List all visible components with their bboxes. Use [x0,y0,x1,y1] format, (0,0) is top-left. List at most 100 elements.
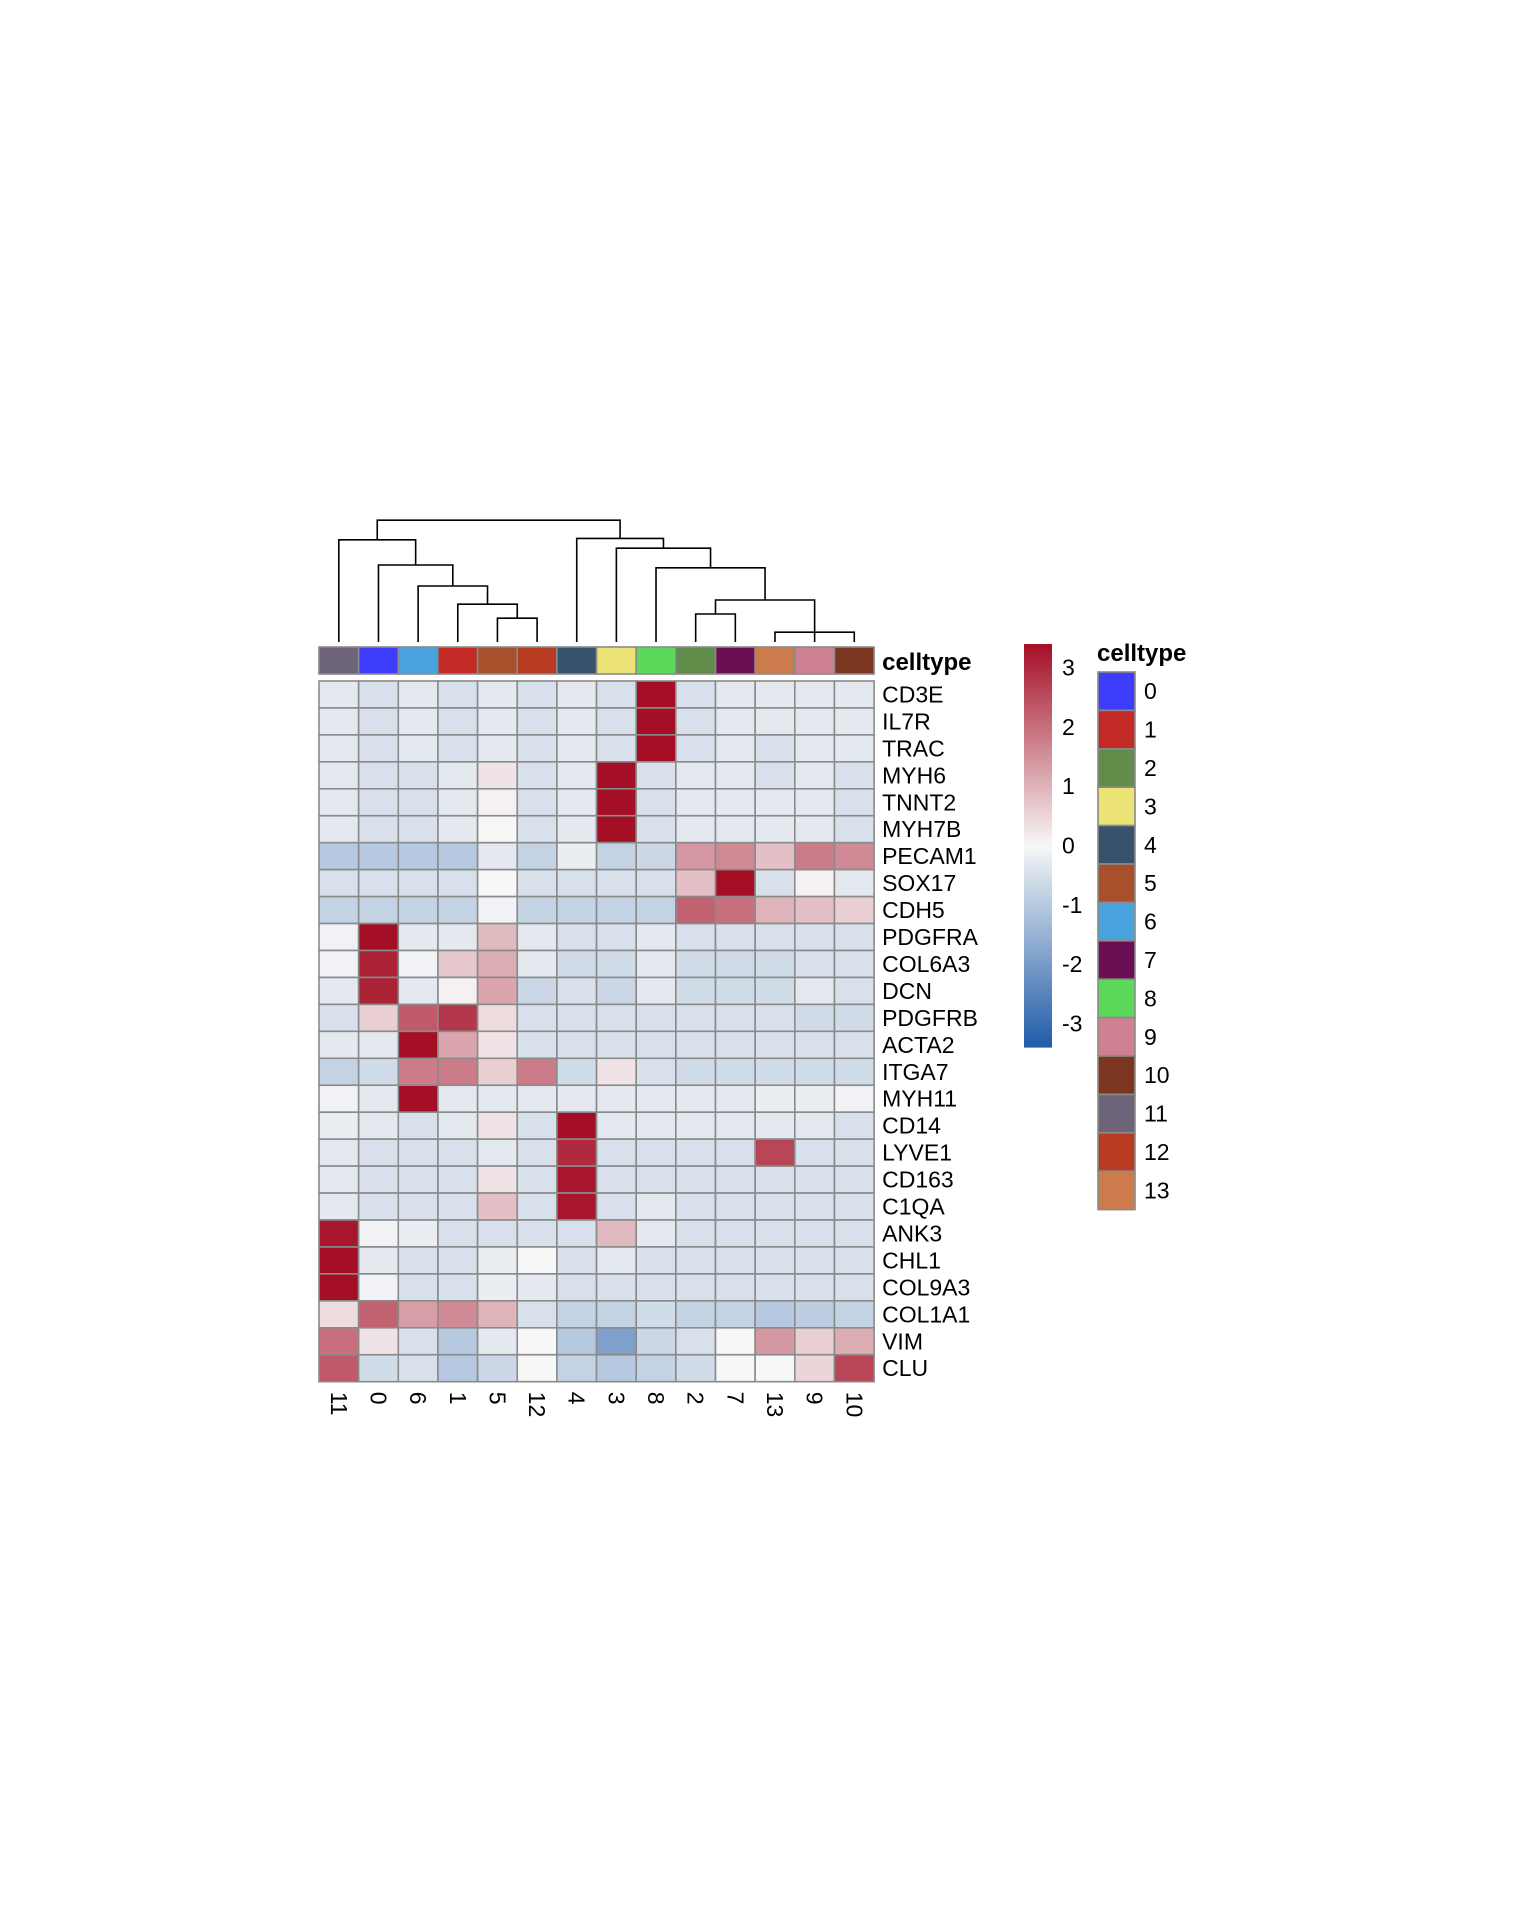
heatmap-cell [595,1165,637,1194]
legend-swatch [1097,786,1136,827]
heatmap-cell [675,1165,717,1194]
column-label: 13 [762,1392,788,1418]
colorbar-segment [1024,674,1052,679]
row-label: PECAM1 [882,843,977,869]
colorbar-segment [1024,748,1052,753]
legend-swatch [1097,1132,1136,1173]
heatmap-cell [595,734,637,763]
heatmap-cell [437,1192,479,1221]
heatmap-cell [437,1138,479,1167]
heatmap-cell [556,1138,598,1167]
colorbar-segment [1024,805,1052,810]
heatmap-cell [318,976,360,1006]
heatmap-cell [635,1273,677,1302]
legend-label: 9 [1144,1024,1157,1050]
heatmap-cell [793,1300,836,1329]
annotation-cell [635,646,677,675]
heatmap-cell [833,1138,875,1167]
colorbar-segment [1024,875,1052,880]
row-label: SOX17 [882,870,956,896]
heatmap-cell [516,1327,558,1356]
heatmap-cell [793,949,836,979]
heatmap-cell [357,1003,400,1033]
heatmap-cell [437,1300,479,1329]
heatmap-cell [714,680,756,709]
heatmap-cell [714,1219,756,1248]
heatmap-cell [595,1111,637,1140]
colorbar-segment [1024,687,1052,692]
heatmap-cell [675,895,717,925]
heatmap-cell [833,787,875,817]
heatmap-cell [793,761,836,790]
heatmap-cell [357,1138,400,1167]
heatmap-cell [595,949,637,979]
heatmap-cell [476,841,519,871]
heatmap-cell [714,1030,756,1060]
heatmap-cell [318,1192,360,1221]
heatmap-cell [476,1030,519,1060]
annotation-cell [318,646,360,675]
heatmap-cell [675,1057,717,1087]
heatmap-cell [397,707,439,736]
legend-swatch [1097,1055,1136,1096]
heatmap-cell [437,1111,479,1140]
heatmap-cell [793,1192,836,1221]
heatmap-cell [318,1084,360,1114]
heatmap-cell [397,1138,439,1167]
row-label: ITGA7 [882,1059,948,1085]
colorbar-segment [1024,895,1052,900]
heatmap-cell [516,761,558,790]
dendrogram-branch [377,564,454,642]
colorbar-segment [1024,788,1052,793]
heatmap-cell [635,868,677,898]
colorbar-segment [1024,946,1052,951]
colorbar-segment [1024,734,1052,739]
heatmap-cell [595,787,637,817]
heatmap-cell [476,1003,519,1033]
heatmap-cell [714,1138,756,1167]
colorbar-tick-label: -2 [1062,951,1082,977]
heatmap-cell [833,949,875,979]
annotation-label: celltype [882,649,971,676]
heatmap-cell [714,734,756,763]
colorbar-segment [1024,899,1052,904]
column-label: 2 [683,1392,709,1405]
heatmap-cell [318,1057,360,1087]
heatmap-cell [793,841,836,871]
heatmap-cell [793,922,836,952]
heatmap-cell [556,787,598,817]
heatmap-cell [793,1246,836,1275]
heatmap-cell [635,1057,677,1087]
row-label: CD3E [882,681,943,707]
heatmap-cell [437,1030,479,1060]
heatmap-cell [357,680,400,709]
heatmap-cell [635,1327,677,1356]
colorbar-segment [1024,986,1052,991]
heatmap-cell [675,680,717,709]
heatmap-cell [476,1057,519,1087]
heatmap-cell [793,680,836,709]
heatmap-cell [833,734,875,763]
heatmap-cell [357,734,400,763]
heatmap-cell [556,680,598,709]
heatmap-cell [318,1003,360,1033]
legend-label: 4 [1144,832,1157,858]
heatmap-cell [437,976,479,1006]
column-label: 0 [365,1392,391,1405]
heatmap-cell [635,1030,677,1060]
row-label: CDH5 [882,897,945,923]
heatmap-cell [595,1273,637,1302]
colorbar-segment [1024,902,1052,907]
heatmap-cell [595,1192,637,1221]
heatmap-cell [397,868,439,898]
colorbar-segment [1024,916,1052,920]
colorbar-segment [1024,754,1052,759]
heatmap-cell [754,1300,796,1329]
heatmap-cell [635,707,677,736]
heatmap-cell [437,1084,479,1114]
heatmap-cell [793,787,836,817]
annotation-cell [476,646,519,675]
heatmap-cell [595,1030,637,1060]
column-dendrogram [338,519,856,642]
